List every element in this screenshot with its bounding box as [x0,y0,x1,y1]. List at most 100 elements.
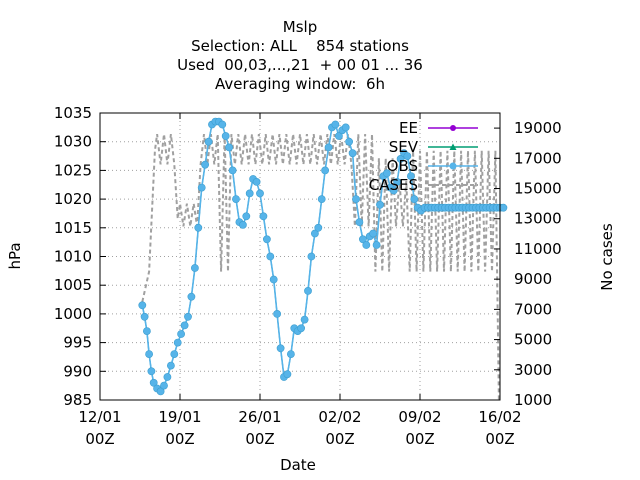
obs-series-point [345,137,353,146]
x-tick-label: 00Z [165,430,194,448]
y2-tick-label: 13000 [514,210,562,228]
obs-series-point [304,286,312,295]
cases-series-line [141,133,500,401]
y-tick-label: 985 [63,391,92,409]
obs-series-point [184,312,192,321]
obs-series-point [389,186,398,195]
obs-series-point [362,241,371,249]
x-tick-label: 00Z [245,430,274,448]
obs-series-point [286,350,295,358]
obs-series-point [324,143,333,152]
obs-series-point [372,241,381,249]
y-tick-label: 1015 [54,219,92,237]
obs-series-point [358,235,367,244]
obs-series-point [314,223,323,232]
obs-series-point [355,218,364,226]
obs-series-point [499,203,508,212]
obs-series-point [310,229,319,238]
obs-series-point [156,387,165,396]
legend-marker [450,125,456,131]
obs-series-point [204,137,213,146]
obs-series-point [147,367,156,376]
y-tick-label: 990 [63,362,92,380]
obs-series-point [300,315,309,324]
x-tick-label: 00Z [405,430,434,448]
obs-series-line [141,120,504,393]
obs-series-point [190,264,199,272]
y2-tick-label: 15000 [514,180,562,198]
y2-tick-label: 1000 [514,391,552,409]
obs-series-point [410,195,419,203]
obs-series-point [283,370,292,379]
obs-series-point [259,212,268,221]
x-tick-label: 12/01 [78,408,121,426]
legend-marker [449,162,457,170]
y2-axis-label: No cases [598,223,616,291]
chart-title-line-2: Selection: ALL 854 stations [191,37,409,55]
y2-tick-label: 19000 [514,119,562,137]
x-tick-label: 26/01 [238,408,281,426]
obs-series-point [163,373,172,381]
obs-series-point [406,172,415,180]
y-tick-label: 1025 [54,161,92,179]
x-tick-label: 00Z [325,430,354,448]
obs-series-point [201,160,209,169]
obs-series-point [269,275,278,284]
obs-series-point [266,252,275,261]
y-tick-label: 1030 [54,133,92,151]
chart-title-line-1: Mslp [282,18,318,36]
obs-series-point [197,183,206,192]
obs-series-point [187,292,196,301]
obs-series-point [276,344,285,353]
obs-series-point [142,327,151,335]
x-tick-label: 00Z [485,430,514,448]
obs-series-point [225,143,233,152]
obs-series-point [245,189,254,198]
obs-series-point [177,330,185,338]
legend-label: EE [399,119,418,137]
obs-series-point [160,381,168,390]
obs-series-point [194,223,203,232]
obs-series-point [238,220,247,229]
obs-series-point [218,120,227,129]
series-layer [138,117,508,396]
legend-marker [449,143,457,150]
obs-series-point [262,235,271,244]
obs-series-point [232,195,240,203]
y-tick-label: 1000 [54,305,92,323]
y2-tick-label: 17000 [514,149,562,167]
x-tick-label: 09/02 [398,408,441,426]
obs-series-point [297,324,305,333]
legend-label: SEV [389,138,419,156]
obs-series-point [170,350,179,358]
x-tick-label: 16/02 [478,408,521,426]
obs-series-point [317,195,326,203]
legend-label: OBS [387,157,418,175]
chart-title-line-3: Used 00,03,...,21 + 00 01 ... 36 [177,56,423,74]
axis-layer: 12/01 00Z 19/01 00Z 26/01 00Z 02/02 00Z 09/02 00Z… [54,104,562,448]
obs-series-point [396,154,405,163]
obs-series-point [221,132,230,140]
obs-series-point [348,149,357,158]
obs-series-point [173,338,182,347]
x-tick-label: 19/01 [158,408,201,426]
obs-series-point [352,195,360,203]
y2-tick-label: 3000 [514,361,552,379]
obs-series-point [393,177,401,186]
obs-series-point [252,177,261,186]
obs-series-point [166,361,175,370]
y2-tick-label: 11000 [514,240,562,258]
y-tick-label: 1035 [54,104,92,122]
obs-series-point [307,252,316,261]
cases-series-layer [141,133,500,401]
x-axis-label: Date [280,456,316,474]
y2-tick-label: 5000 [514,331,552,349]
y-tick-label: 995 [63,334,92,352]
y-tick-label: 1020 [54,190,92,208]
obs-series-point [138,301,147,310]
x-tick-label: 02/02 [318,408,361,426]
obs-series-point [382,169,391,178]
obs-series-point [334,132,343,140]
